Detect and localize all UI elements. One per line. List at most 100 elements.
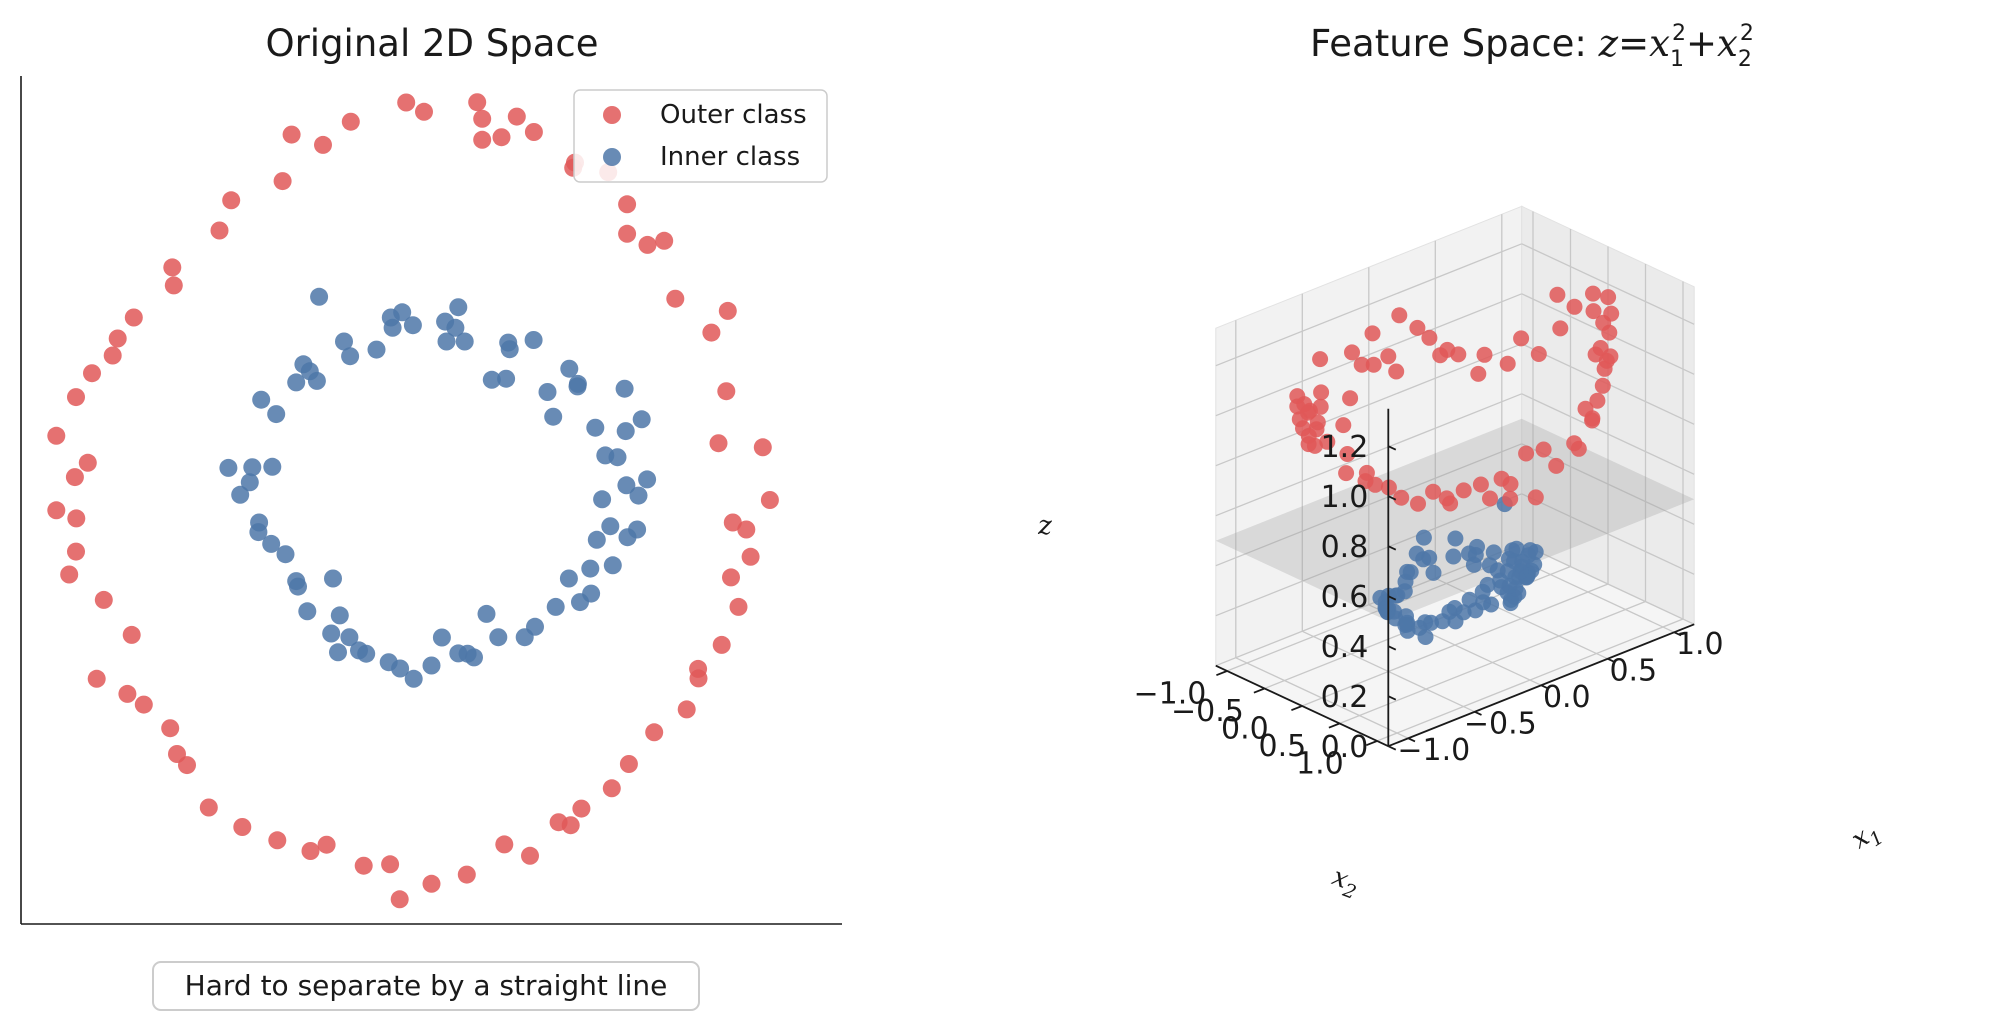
x1-axis-label: x1 <box>1846 815 1888 859</box>
annotation-box: Hard to separate by a straight line <box>152 961 700 1011</box>
outer-point <box>655 231 674 250</box>
outer-point-3d <box>1364 325 1381 342</box>
outer-point <box>524 123 543 141</box>
inner-point <box>287 572 306 591</box>
legend-box <box>573 89 828 183</box>
inner-point <box>357 644 376 663</box>
outer-point <box>163 258 182 277</box>
z-tick <box>1387 745 1397 751</box>
inner-point <box>329 643 347 662</box>
outer-point-3d <box>1585 285 1601 302</box>
outer-point <box>737 520 756 539</box>
inner-point <box>252 390 271 409</box>
outer-point-3d <box>1527 489 1544 506</box>
inner-point <box>276 545 295 564</box>
z-tick-label: 1.2 <box>1321 430 1369 465</box>
x1-axis-line <box>1215 664 1389 748</box>
x1-tick-label: −1.0 <box>1133 677 1206 712</box>
outer-point <box>164 276 183 295</box>
inner-point <box>300 362 319 381</box>
outer-point <box>712 635 731 654</box>
outer-point <box>118 684 137 703</box>
outer-point <box>753 438 772 457</box>
inner-point <box>322 624 341 643</box>
outer-point-3d <box>1312 351 1329 368</box>
outer-point-3d <box>1513 330 1530 347</box>
title-eq: = <box>1618 22 1649 65</box>
outer-point <box>354 856 373 875</box>
inner-point <box>367 340 386 359</box>
legend: Outer class Inner class <box>573 89 828 183</box>
svg-text:Feature Space: z=x12+: Feature Space: z=x12+x22 <box>1310 21 1754 72</box>
outer-point-3d <box>1338 465 1355 482</box>
annotation-frame <box>152 961 700 1011</box>
outer-point <box>709 434 728 453</box>
outer-point <box>108 329 127 348</box>
outer-point-3d <box>1502 490 1519 507</box>
outer-point <box>67 542 85 561</box>
inner-point <box>546 597 565 616</box>
inner-point <box>231 485 250 504</box>
inner-point <box>629 486 648 505</box>
outer-point <box>619 755 638 773</box>
title-x2-sup: 2 <box>1740 21 1754 46</box>
x2-tick-label: 0.5 <box>1609 654 1657 689</box>
outer-point <box>47 501 66 520</box>
inner-point <box>616 422 635 441</box>
outer-point <box>507 107 526 126</box>
outer-point <box>473 109 492 128</box>
inner-point <box>330 606 349 625</box>
outer-point-3d <box>1594 377 1611 394</box>
outer-point <box>87 669 106 688</box>
outer-point <box>161 719 180 738</box>
outer-point <box>67 509 86 528</box>
inner-point <box>593 490 612 509</box>
outer-point <box>78 453 97 472</box>
title-plus: + <box>1686 22 1717 65</box>
title-x2: x <box>1717 22 1738 65</box>
inner-point <box>638 470 657 489</box>
outer-point <box>94 590 113 609</box>
inner-point <box>404 669 423 688</box>
outer-point <box>268 831 287 850</box>
outer-point <box>282 125 301 144</box>
tick-labels-3d: −1.0−0.50.00.51.0−1.0−0.50.00.51.00.00.2… <box>1133 430 1723 782</box>
inner-point <box>632 410 651 429</box>
z-tick-label: 0.0 <box>1321 730 1369 765</box>
grid-floor-x1 <box>1376 618 1684 742</box>
inner-point-3d <box>1447 530 1464 547</box>
outer-point <box>689 669 708 688</box>
x1-tick-label: 0.0 <box>1221 712 1269 747</box>
inner-point <box>500 340 519 359</box>
grid-z-left <box>1215 243 1522 367</box>
inner-point <box>571 593 589 612</box>
outer-point-3d <box>1577 400 1594 417</box>
z-tick <box>1387 595 1397 601</box>
outer-point <box>561 816 580 835</box>
outer-point-3d <box>1470 365 1487 382</box>
title-x2-sub: 2 <box>1738 47 1752 72</box>
inner-point <box>581 559 600 578</box>
inner-point <box>524 331 543 349</box>
inner-point <box>617 476 636 495</box>
outer-point <box>492 128 511 147</box>
outer-point <box>314 135 332 154</box>
legend-marker-inner <box>603 148 621 166</box>
x1-tick <box>1291 705 1303 712</box>
panel-2d: Original 2D Space Outer class Inner clas… <box>20 22 842 1011</box>
inner-point <box>335 332 353 351</box>
inner-point <box>262 534 281 553</box>
chart-title-3d: Feature Space: z=x12+x22 <box>1310 21 1754 72</box>
inner-point <box>436 312 455 331</box>
inner-point-3d <box>1461 591 1478 608</box>
inner-point <box>603 556 622 575</box>
inner-point <box>601 517 620 536</box>
x1-tick-label: −0.5 <box>1171 694 1244 729</box>
outer-point <box>722 568 740 587</box>
grid-z-back <box>1521 443 1695 525</box>
grid-z-left <box>1215 343 1522 467</box>
outer-point-3d <box>1493 470 1510 487</box>
outer-point-3d <box>1518 445 1535 462</box>
grid-z-back <box>1521 393 1695 475</box>
